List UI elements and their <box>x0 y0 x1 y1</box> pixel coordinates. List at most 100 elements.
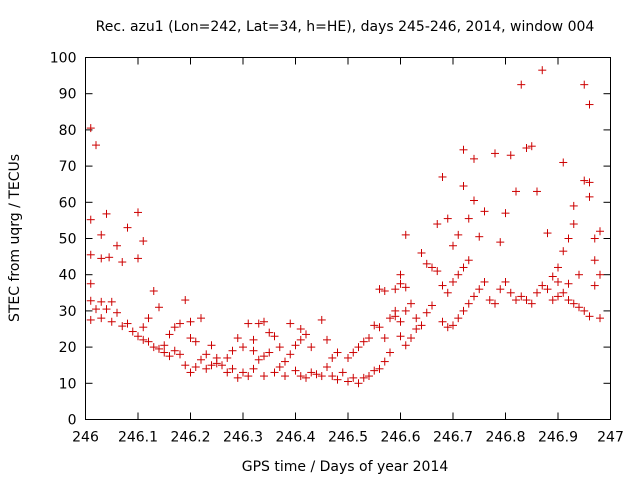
data-point <box>354 343 363 352</box>
data-point <box>144 314 153 323</box>
data-point <box>480 277 489 286</box>
data-point <box>380 334 389 343</box>
data-point <box>291 366 300 375</box>
y-tick-label: 60 <box>59 195 77 211</box>
data-point <box>459 306 468 315</box>
data-point <box>359 373 368 382</box>
data-point <box>123 319 132 328</box>
data-point <box>386 314 394 323</box>
data-point <box>302 373 310 382</box>
data-point <box>370 321 379 330</box>
data-point <box>312 370 321 379</box>
data-point <box>197 355 205 364</box>
data-point <box>391 306 400 315</box>
data-point <box>449 277 457 286</box>
data-point <box>569 220 578 229</box>
data-point <box>239 343 247 352</box>
data-point <box>260 372 268 381</box>
data-point <box>422 308 431 317</box>
data-point <box>149 286 158 295</box>
data-point <box>464 214 473 223</box>
data-point <box>233 334 242 343</box>
plot-frame <box>85 57 611 420</box>
data-point <box>97 230 106 239</box>
data-point <box>575 303 583 312</box>
data-point <box>401 283 410 292</box>
data-point <box>449 241 457 250</box>
data-point <box>139 237 148 246</box>
data-point <box>202 364 211 373</box>
data-point <box>86 315 95 324</box>
data-point <box>281 357 289 366</box>
data-point <box>596 270 604 279</box>
data-point <box>191 337 200 346</box>
data-point <box>554 277 562 286</box>
data-point <box>396 332 405 341</box>
data-point <box>585 312 594 321</box>
data-point <box>323 363 331 372</box>
y-tick-label: 30 <box>59 304 77 320</box>
data-point <box>491 299 499 308</box>
data-point <box>396 270 405 279</box>
data-point <box>254 319 263 328</box>
data-point <box>181 361 190 370</box>
data-point <box>254 355 263 364</box>
data-point <box>223 353 232 362</box>
data-point <box>454 314 463 323</box>
data-point <box>459 182 468 191</box>
data-point <box>596 227 604 236</box>
x-tick-label: 246.2 <box>170 430 210 446</box>
x-axis-label: GPS time / Days of year 2014 <box>242 459 449 475</box>
data-point <box>401 230 410 239</box>
data-point <box>97 314 106 323</box>
y-tick-label: 10 <box>59 376 77 392</box>
data-point <box>543 285 552 294</box>
data-point <box>554 292 562 301</box>
data-point <box>501 277 510 286</box>
data-point <box>438 281 447 290</box>
data-point <box>433 267 442 276</box>
data-point <box>569 201 578 210</box>
y-tick-label: 50 <box>59 232 77 248</box>
data-point <box>286 319 295 328</box>
data-point <box>506 288 515 297</box>
x-tick-label: 246.3 <box>223 430 263 446</box>
data-point <box>438 172 447 181</box>
data-point <box>538 66 547 75</box>
data-point <box>365 372 373 381</box>
data-point <box>522 296 531 305</box>
data-point <box>512 187 520 196</box>
data-point <box>244 319 253 328</box>
data-point <box>596 314 604 323</box>
data-point <box>113 241 121 250</box>
x-tick-label: 246.9 <box>538 430 578 446</box>
data-point <box>113 308 121 317</box>
data-point <box>139 335 148 344</box>
data-point <box>575 270 583 279</box>
data-point <box>328 372 337 381</box>
data-point <box>328 353 337 362</box>
data-point <box>559 247 568 256</box>
data-point <box>475 232 484 241</box>
data-point <box>527 299 536 308</box>
data-point <box>391 285 400 294</box>
y-tick-label: 90 <box>59 87 77 103</box>
data-point <box>202 350 211 359</box>
data-point <box>144 337 153 346</box>
x-tick-label: 246 <box>72 430 99 446</box>
data-point <box>470 154 478 163</box>
data-point <box>527 142 536 151</box>
data-point <box>344 377 352 386</box>
data-point <box>170 323 179 332</box>
data-point <box>176 319 184 328</box>
data-point <box>569 299 578 308</box>
x-tick-label: 247 <box>597 430 624 446</box>
data-point <box>464 299 473 308</box>
data-point <box>580 80 589 89</box>
data-point <box>97 254 106 263</box>
data-point <box>323 335 331 344</box>
points-layer <box>86 66 604 388</box>
data-point <box>86 215 95 224</box>
data-point <box>155 344 163 353</box>
data-point <box>564 234 573 243</box>
